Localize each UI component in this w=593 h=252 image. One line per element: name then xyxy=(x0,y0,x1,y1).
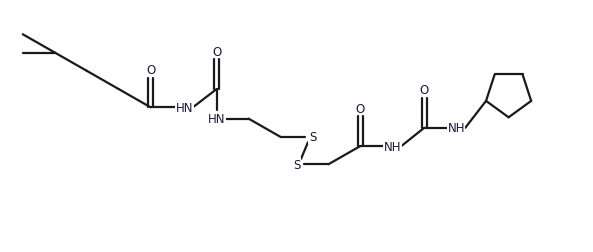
Text: S: S xyxy=(309,131,316,144)
Text: S: S xyxy=(293,158,300,171)
Text: NH: NH xyxy=(384,140,401,153)
Text: O: O xyxy=(146,64,155,77)
Text: O: O xyxy=(420,84,429,97)
Text: O: O xyxy=(356,102,365,115)
Text: O: O xyxy=(212,45,221,58)
Text: HN: HN xyxy=(208,113,225,126)
Text: HN: HN xyxy=(176,101,193,114)
Text: NH: NH xyxy=(447,122,465,135)
